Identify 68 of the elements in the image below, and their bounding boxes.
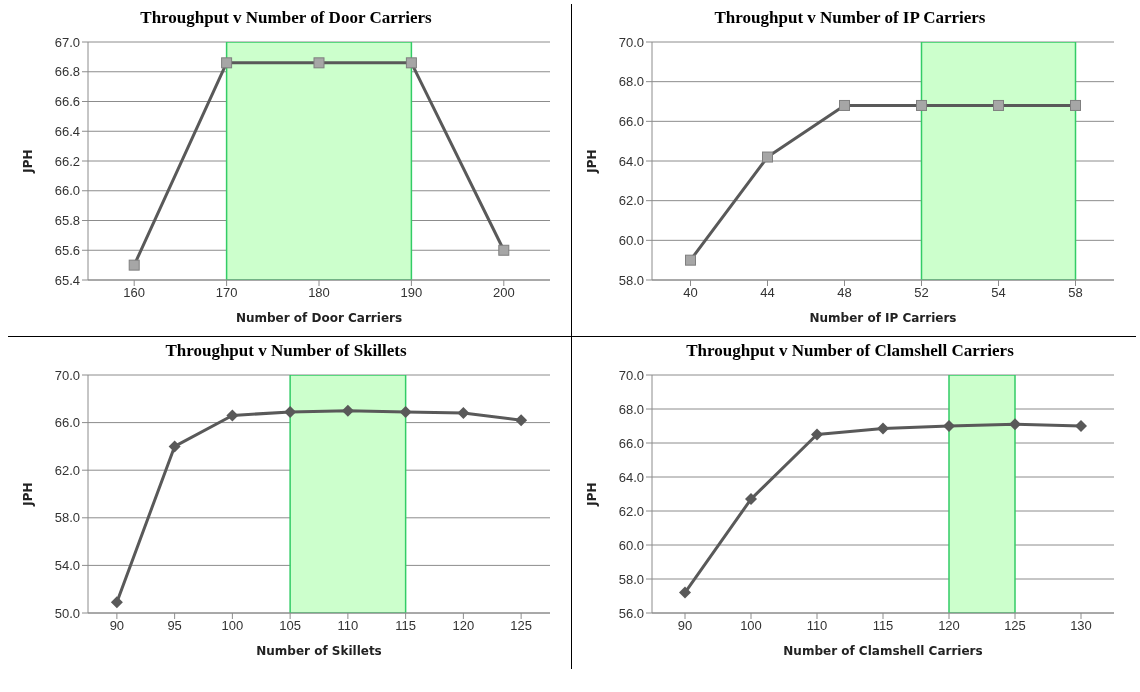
x-tick-label: 44	[760, 285, 775, 301]
x-tick-label: 90	[109, 618, 125, 634]
x-tick-label: 110	[337, 618, 359, 634]
x-tick-label: 120	[452, 618, 475, 634]
y-tick-label: 60.0	[618, 232, 644, 248]
x-tick-label: 115	[872, 618, 894, 634]
y-tick-label: 68.0	[618, 401, 644, 417]
y-tick-label: 65.8	[54, 213, 80, 229]
x-tick-label: 125	[1004, 618, 1026, 634]
y-tick-label: 67.0	[54, 34, 80, 50]
y-tick-label: 62.0	[618, 503, 644, 519]
y-tick-label: 64.0	[618, 469, 644, 485]
y-axis-title: JPH	[21, 149, 36, 174]
x-tick-label: 90	[677, 618, 693, 634]
x-tick-label: 200	[492, 285, 515, 301]
y-tick-label: 70.0	[618, 367, 644, 383]
y-axis-title: JPH	[585, 482, 600, 507]
y-axis-title: JPH	[585, 149, 600, 174]
y-tick-label: 68.0	[618, 74, 644, 90]
x-tick-label: 110	[806, 618, 828, 634]
y-tick-label: 62.0	[618, 193, 644, 209]
x-tick-label: 48	[837, 285, 852, 301]
y-tick-label: 62.0	[54, 462, 80, 478]
y-tick-label: 58.0	[54, 510, 80, 526]
x-tick-label: 95	[167, 618, 182, 634]
y-tick-label: 58.0	[618, 571, 644, 587]
x-axis-title: Number of Door Carriers	[235, 311, 403, 325]
x-tick-label: 170	[215, 285, 238, 301]
x-axis-title: Number of Skillets	[256, 644, 382, 658]
y-tick-label: 66.2	[54, 153, 80, 169]
chart-title: Throughput v Number of Clamshell Carriers	[685, 341, 1015, 362]
x-tick-label: 100	[740, 618, 762, 634]
y-tick-label: 65.4	[54, 272, 80, 288]
y-tick-label: 66.4	[54, 123, 80, 139]
y-tick-label: 66.6	[54, 94, 80, 110]
x-tick-label: 105	[279, 618, 301, 634]
y-tick-label: 66.0	[618, 435, 644, 451]
x-tick-label: 190	[400, 285, 423, 301]
x-tick-label: 40	[683, 285, 698, 301]
y-tick-label: 70.0	[618, 34, 644, 50]
chart-title: Throughput v Number of IP Carriers	[713, 8, 987, 29]
y-tick-label: 64.0	[618, 153, 644, 169]
y-axis-title: JPH	[21, 482, 36, 507]
y-tick-label: 66.0	[618, 113, 644, 129]
x-tick-label: 130	[1070, 618, 1092, 634]
y-tick-label: 58.0	[618, 272, 644, 288]
y-tick-label: 50.0	[54, 605, 80, 621]
y-tick-label: 70.0	[54, 367, 80, 383]
y-tick-label: 66.0	[54, 183, 80, 199]
y-tick-label: 65.6	[54, 242, 80, 258]
y-tick-label: 66.0	[54, 415, 80, 431]
x-tick-label: 120	[938, 618, 960, 634]
y-tick-label: 54.0	[54, 558, 80, 574]
x-tick-label: 54	[991, 285, 1006, 301]
x-tick-label: 125	[510, 618, 532, 634]
chart-title: Throughput v Number of Skillets	[164, 341, 408, 362]
y-tick-label: 60.0	[618, 537, 644, 553]
x-tick-label: 100	[221, 618, 244, 634]
x-tick-label: 160	[123, 285, 146, 301]
x-axis-title: Number of IP Carriers	[809, 311, 957, 325]
chart-title: Throughput v Number of Door Carriers	[139, 8, 433, 29]
y-tick-label: 66.8	[54, 64, 80, 80]
y-tick-label: 56.0	[618, 605, 644, 621]
x-tick-label: 58	[1068, 285, 1083, 301]
x-tick-label: 52	[914, 285, 929, 301]
x-tick-label: 180	[308, 285, 330, 301]
x-tick-label: 115	[395, 618, 416, 634]
x-axis-title: Number of Clamshell Carriers	[783, 644, 983, 658]
